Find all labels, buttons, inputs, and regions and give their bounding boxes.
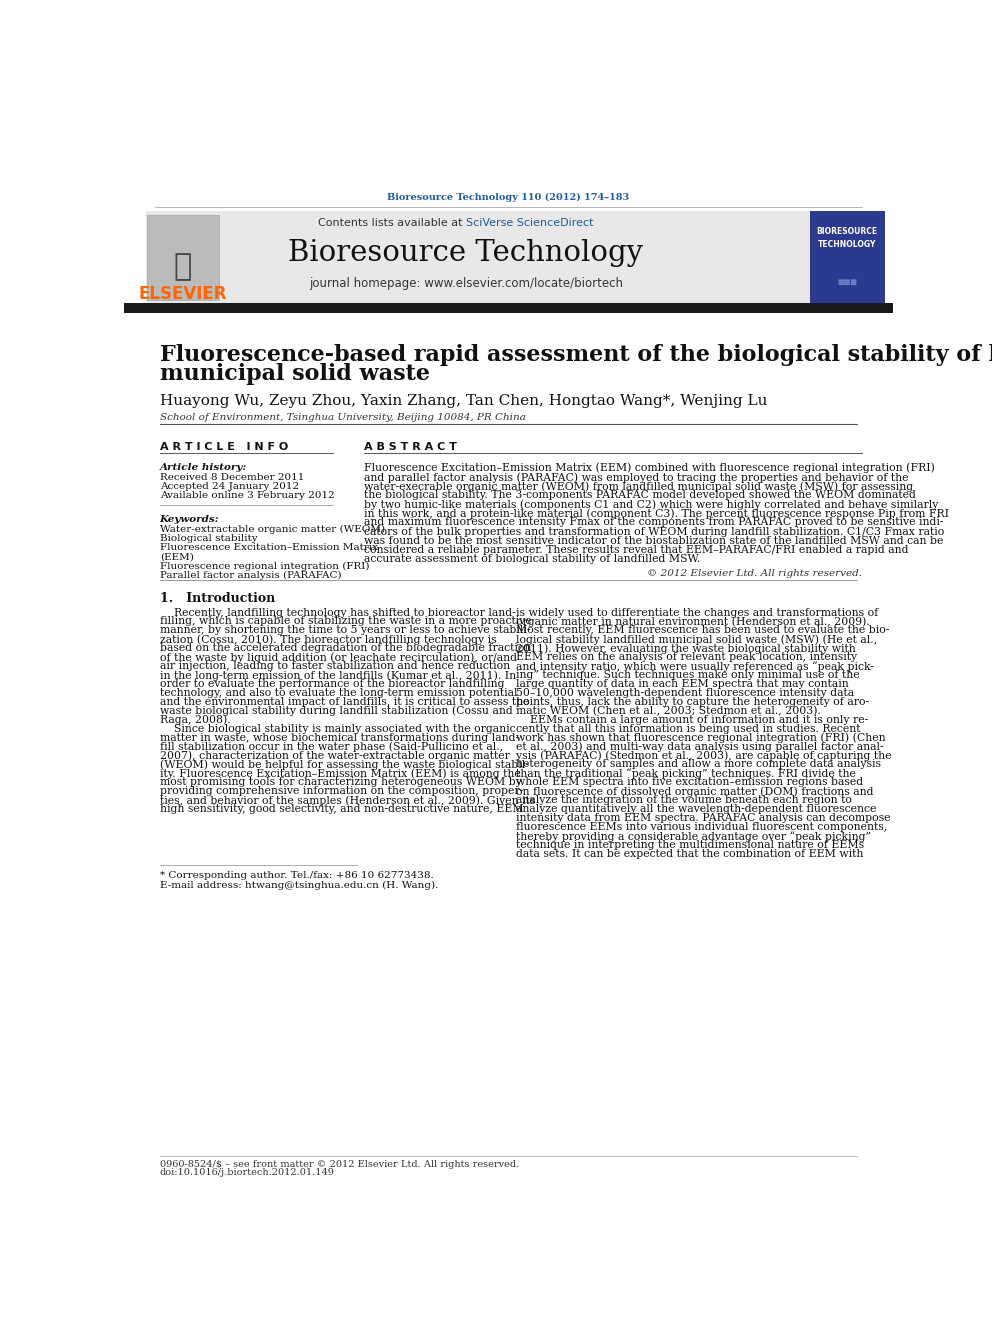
Text: cators of the bulk properties and transformation of WEOM during landfill stabili: cators of the bulk properties and transf… xyxy=(364,527,944,537)
Text: intensity data from EEM spectra. PARAFAC analysis can decompose: intensity data from EEM spectra. PARAFAC… xyxy=(516,812,891,823)
Text: and parallel factor analysis (PARAFAC) was employed to tracing the properties an: and parallel factor analysis (PARAFAC) w… xyxy=(364,472,909,483)
Text: organic matter in natural environment (Henderson et al., 2009).: organic matter in natural environment (H… xyxy=(516,617,870,627)
Text: Water-extractable organic matter (WEOM): Water-extractable organic matter (WEOM) xyxy=(160,524,385,533)
Text: analyze the integration of the volume beneath each region to: analyze the integration of the volume be… xyxy=(516,795,852,806)
Text: filling, which is capable of stabilizing the waste in a more proactive: filling, which is capable of stabilizing… xyxy=(160,617,532,627)
Text: School of Environment, Tsinghua University, Beijing 10084, PR China: School of Environment, Tsinghua Universi… xyxy=(160,413,526,422)
Text: Most recently, EEM fluorescence has been used to evaluate the bio-: Most recently, EEM fluorescence has been… xyxy=(516,626,890,635)
Text: fill stabilization occur in the water phase (Said-Pullicino et al.,: fill stabilization occur in the water ph… xyxy=(160,741,503,751)
Bar xyxy=(124,303,893,312)
Text: 2007), characterization of the water-extractable organic matter: 2007), characterization of the water-ext… xyxy=(160,750,510,761)
Text: technology, and also to evaluate the long-term emission potential: technology, and also to evaluate the lon… xyxy=(160,688,517,699)
Text: high sensitivity, good selectivity, and non-destructive nature, EEM: high sensitivity, good selectivity, and … xyxy=(160,804,523,814)
Text: (WEOM) would be helpful for assessing the waste biological stabil-: (WEOM) would be helpful for assessing th… xyxy=(160,759,529,770)
Text: large quantity of data in each EEM spectra that may contain: large quantity of data in each EEM spect… xyxy=(516,679,849,689)
Text: Bioresource Technology: Bioresource Technology xyxy=(289,239,643,267)
Text: Since biological stability is mainly associated with the organic: Since biological stability is mainly ass… xyxy=(160,724,515,734)
Text: Recently, landfilling technology has shifted to bioreactor land-: Recently, landfilling technology has shi… xyxy=(160,607,516,618)
Text: is widely used to differentiate the changes and transformations of: is widely used to differentiate the chan… xyxy=(516,607,878,618)
Text: of the waste by liquid addition (or leachate recirculation), or/and: of the waste by liquid addition (or leac… xyxy=(160,652,517,663)
Text: SciVerse ScienceDirect: SciVerse ScienceDirect xyxy=(466,218,593,228)
Text: air injection, leading to faster stabilization and hence reduction: air injection, leading to faster stabili… xyxy=(160,662,510,671)
Bar xyxy=(809,212,885,303)
Text: 0960-8524/$ – see front matter © 2012 Elsevier Ltd. All rights reserved.: 0960-8524/$ – see front matter © 2012 El… xyxy=(160,1160,519,1168)
Text: Huayong Wu, Zeyu Zhou, Yaxin Zhang, Tan Chen, Hongtao Wang*, Wenjing Lu: Huayong Wu, Zeyu Zhou, Yaxin Zhang, Tan … xyxy=(160,394,767,407)
Text: by two humic-like materials (components C1 and C2) which were highly correlated : by two humic-like materials (components … xyxy=(364,499,938,509)
Text: fluorescence EEMs into various individual fluorescent components,: fluorescence EEMs into various individua… xyxy=(516,822,888,832)
Text: points, thus, lack the ability to capture the heterogeneity of aro-: points, thus, lack the ability to captur… xyxy=(516,697,869,706)
Text: in the long-term emission of the landfills (Kumar et al., 2011). In: in the long-term emission of the landfil… xyxy=(160,669,516,680)
Text: zation (Cossu, 2010). The bioreactor landfilling technology is: zation (Cossu, 2010). The bioreactor lan… xyxy=(160,634,496,644)
Text: was found to be the most sensitive indicator of the biostablization state of the: was found to be the most sensitive indic… xyxy=(364,536,943,545)
Text: municipal solid waste: municipal solid waste xyxy=(160,363,430,385)
Bar xyxy=(146,212,809,303)
Text: EEM relies on the analysis of relevant peak location, intensity: EEM relies on the analysis of relevant p… xyxy=(516,652,857,663)
Text: ysis (PARAFAC) (Stedmon et al., 2003), are capable of capturing the: ysis (PARAFAC) (Stedmon et al., 2003), a… xyxy=(516,750,892,761)
Text: Bioresource Technology 110 (2012) 174–183: Bioresource Technology 110 (2012) 174–18… xyxy=(387,193,630,202)
Text: Fluorescence-based rapid assessment of the biological stability of landfilled: Fluorescence-based rapid assessment of t… xyxy=(160,344,992,365)
Text: Fluorescence regional integration (FRI): Fluorescence regional integration (FRI) xyxy=(160,561,369,570)
Text: technique in interpreting the multidimensional nature of EEMs: technique in interpreting the multidimen… xyxy=(516,840,864,849)
Text: and maximum fluorescence intensity Fmax of the components from PARAFAC proved to: and maximum fluorescence intensity Fmax … xyxy=(364,517,943,528)
Text: Raga, 2008).: Raga, 2008). xyxy=(160,714,230,725)
Text: ELSEVIER: ELSEVIER xyxy=(139,284,227,303)
Text: Article history:: Article history: xyxy=(160,463,247,472)
Text: Fluorescence Excitation–Emission Matrix: Fluorescence Excitation–Emission Matrix xyxy=(160,542,378,552)
Text: order to evaluate the performance of the bioreactor landfilling: order to evaluate the performance of the… xyxy=(160,679,504,689)
Text: * Corresponding author. Tel./fax: +86 10 62773438.: * Corresponding author. Tel./fax: +86 10… xyxy=(160,872,434,881)
Text: cently that all this information is being used in studies. Recent: cently that all this information is bein… xyxy=(516,724,861,734)
Text: and intensity ratio, which were usually referenced as “peak pick-: and intensity ratio, which were usually … xyxy=(516,662,874,672)
Text: Parallel factor analysis (PARAFAC): Parallel factor analysis (PARAFAC) xyxy=(160,570,341,579)
Text: considered a reliable parameter. These results reveal that EEM–PARAFAC/FRI enabl: considered a reliable parameter. These r… xyxy=(364,545,909,554)
Text: (EEM): (EEM) xyxy=(160,552,193,561)
Text: © 2012 Elsevier Ltd. All rights reserved.: © 2012 Elsevier Ltd. All rights reserved… xyxy=(647,569,862,578)
Text: 🌲: 🌲 xyxy=(174,253,192,280)
Text: ▦▦▦: ▦▦▦ xyxy=(837,279,857,284)
Text: Contents lists available at: Contents lists available at xyxy=(317,218,466,228)
Text: A R T I C L E   I N F O: A R T I C L E I N F O xyxy=(160,442,288,452)
Text: Biological stability: Biological stability xyxy=(160,533,257,542)
Text: Received 8 December 2011: Received 8 December 2011 xyxy=(160,472,304,482)
Text: logical stability landfilled municipal solid waste (MSW) (He et al.,: logical stability landfilled municipal s… xyxy=(516,634,877,644)
Text: matic WEOM (Chen et al., 2003; Stedmon et al., 2003).: matic WEOM (Chen et al., 2003; Stedmon e… xyxy=(516,705,821,716)
Text: et al., 2003) and multi-way data analysis using parallel factor anal-: et al., 2003) and multi-way data analysi… xyxy=(516,741,884,751)
Text: manner, by shortening the time to 5 years or less to achieve stabili-: manner, by shortening the time to 5 year… xyxy=(160,626,530,635)
Text: A B S T R A C T: A B S T R A C T xyxy=(364,442,457,452)
Text: than the traditional “peak picking” techniques. FRI divide the: than the traditional “peak picking” tech… xyxy=(516,769,856,779)
Text: analyze quantitatively all the wavelength-dependent fluorescence: analyze quantitatively all the wavelengt… xyxy=(516,804,877,814)
Text: thereby providing a considerable advantage over “peak picking”: thereby providing a considerable advanta… xyxy=(516,831,871,841)
Text: water-execrable organic matter (WEOM) from landfilled municipal solid waste (MSW: water-execrable organic matter (WEOM) fr… xyxy=(364,482,914,492)
Text: 2011). However, evaluating the waste biological stability with: 2011). However, evaluating the waste bio… xyxy=(516,643,856,654)
Text: EEMs contain a large amount of information and it is only re-: EEMs contain a large amount of informati… xyxy=(516,714,868,725)
Text: data sets. It can be expected that the combination of EEM with: data sets. It can be expected that the c… xyxy=(516,848,863,859)
Text: 50–10,000 wavelength-dependent fluorescence intensity data: 50–10,000 wavelength-dependent fluoresce… xyxy=(516,688,854,699)
Text: E-mail address: htwang@tsinghua.edu.cn (H. Wang).: E-mail address: htwang@tsinghua.edu.cn (… xyxy=(160,881,438,890)
Text: BIORESOURCE
TECHNOLOGY: BIORESOURCE TECHNOLOGY xyxy=(816,228,878,249)
Text: whole EEM spectra into five excitation–emission regions based: whole EEM spectra into five excitation–e… xyxy=(516,777,863,787)
Text: based on the accelerated degradation of the biodegradable fraction: based on the accelerated degradation of … xyxy=(160,643,531,654)
Text: matter in waste, whose biochemical transformations during land-: matter in waste, whose biochemical trans… xyxy=(160,733,519,742)
Text: work has shown that fluorescence regional integration (FRI) (Chen: work has shown that fluorescence regiona… xyxy=(516,733,886,744)
Text: waste biological stability during landfill stabilization (Cossu and: waste biological stability during landfi… xyxy=(160,705,513,716)
Text: ties, and behavior of the samples (Henderson et al., 2009). Given its: ties, and behavior of the samples (Hende… xyxy=(160,795,535,806)
Text: Fluorescence Excitation–Emission Matrix (EEM) combined with fluorescence regiona: Fluorescence Excitation–Emission Matrix … xyxy=(364,463,935,474)
Text: ity. Fluorescence Excitation–Emission Matrix (EEM) is among the: ity. Fluorescence Excitation–Emission Ma… xyxy=(160,769,521,779)
Text: Accepted 24 January 2012: Accepted 24 January 2012 xyxy=(160,482,299,491)
Text: on fluorescence of dissolved organic matter (DOM) fractions and: on fluorescence of dissolved organic mat… xyxy=(516,786,874,796)
Text: the biological stability. The 3-components PARAFAC model developed showed the WE: the biological stability. The 3-componen… xyxy=(364,490,917,500)
Text: most promising tools for characterizing heterogeneous WEOM by: most promising tools for characterizing … xyxy=(160,777,522,787)
Text: journal homepage: www.elsevier.com/locate/biortech: journal homepage: www.elsevier.com/locat… xyxy=(309,277,623,290)
Text: ing” technique. Such techniques make only minimal use of the: ing” technique. Such techniques make onl… xyxy=(516,669,860,680)
Text: 1.   Introduction: 1. Introduction xyxy=(160,593,275,605)
Text: providing comprehensive information on the composition, proper-: providing comprehensive information on t… xyxy=(160,786,523,796)
Text: in this work, and a protein-like material (component C3). The percent fluorescen: in this work, and a protein-like materia… xyxy=(364,508,949,519)
Text: doi:10.1016/j.biortech.2012.01.149: doi:10.1016/j.biortech.2012.01.149 xyxy=(160,1168,334,1177)
Text: Available online 3 February 2012: Available online 3 February 2012 xyxy=(160,491,334,500)
Text: accurate assessment of biological stability of landfilled MSW.: accurate assessment of biological stabil… xyxy=(364,554,700,564)
Bar xyxy=(147,214,218,300)
Text: and the environmental impact of landfills, it is critical to assess the: and the environmental impact of landfill… xyxy=(160,697,529,706)
Text: heterogeneity of samples and allow a more complete data analysis: heterogeneity of samples and allow a mor… xyxy=(516,759,881,770)
Text: Keywords:: Keywords: xyxy=(160,515,219,524)
